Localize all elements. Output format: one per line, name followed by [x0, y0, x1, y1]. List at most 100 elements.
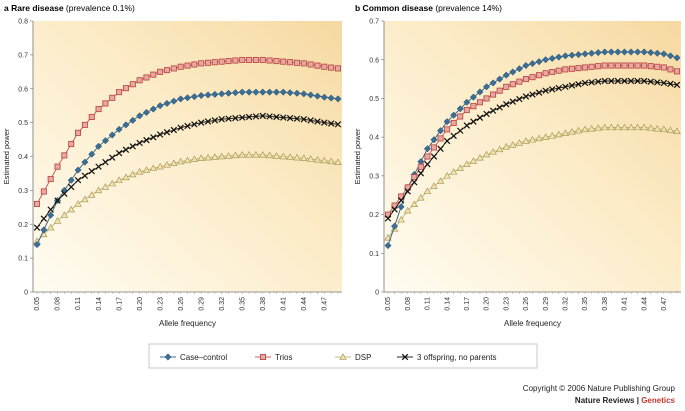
data-point [482, 83, 491, 91]
data-point [184, 122, 191, 130]
data-point [614, 123, 622, 131]
data-point [313, 92, 322, 100]
data-point [490, 91, 497, 98]
legend-label: DSP [355, 353, 371, 362]
data-point [40, 188, 47, 195]
data-point [437, 135, 444, 142]
data-point [482, 150, 491, 158]
data-point [582, 64, 589, 71]
x-tick-label: 0.23 [503, 297, 510, 311]
data-point [601, 77, 608, 85]
legend-label: Trios [275, 353, 292, 362]
data-point [314, 62, 321, 69]
data-point [660, 125, 668, 133]
panel-title: a Rare disease (prevalence 0.1%) [4, 3, 135, 13]
data-point [95, 106, 102, 113]
data-point [423, 145, 431, 153]
data-point [252, 56, 259, 63]
data-point [548, 132, 556, 139]
data-point [136, 77, 143, 84]
data-point [660, 79, 668, 87]
data-point [170, 126, 178, 134]
data-point [641, 62, 648, 69]
data-point [502, 143, 510, 150]
data-point [568, 51, 576, 59]
data-point [647, 49, 655, 57]
data-point [246, 56, 253, 63]
data-point [224, 89, 233, 97]
y-tick-label: 0.1 [18, 256, 28, 263]
data-point [640, 123, 648, 131]
data-point [183, 94, 192, 102]
data-point [562, 83, 569, 91]
data-point [430, 144, 437, 151]
data-point [88, 167, 95, 175]
data-point [47, 211, 55, 219]
data-point [156, 131, 164, 138]
data-point [470, 118, 477, 125]
data-point [410, 200, 418, 207]
x-tick-label: 0.23 [157, 297, 164, 311]
data-point [321, 63, 328, 70]
data-point [53, 217, 62, 224]
data-point [509, 98, 517, 105]
y-tick-label: 0.5 [18, 120, 28, 127]
data-point [149, 105, 157, 113]
data-point [67, 205, 75, 213]
x-axis-label: Allele frequency [504, 319, 561, 328]
data-point [614, 48, 622, 56]
data-point [443, 118, 451, 126]
data-point [542, 87, 549, 94]
data-point [633, 123, 642, 131]
data-point [266, 113, 273, 120]
data-point [74, 200, 82, 207]
data-point [157, 68, 164, 75]
data-point [423, 187, 432, 195]
data-point [122, 121, 130, 129]
data-point [81, 121, 88, 128]
data-point [33, 241, 41, 249]
data-point [334, 95, 342, 103]
y-tick-label: 0 [24, 290, 28, 297]
data-point [197, 119, 205, 126]
data-point [449, 168, 458, 175]
data-point [34, 200, 41, 207]
data-point [81, 195, 89, 203]
data-point [403, 206, 412, 214]
data-point [561, 52, 569, 60]
data-point [156, 102, 164, 110]
data-point [122, 146, 130, 153]
data-point [522, 137, 530, 144]
x-tick-label: 0.32 [563, 297, 570, 311]
data-point [109, 94, 116, 101]
data-point [444, 126, 451, 133]
data-point [503, 83, 510, 90]
data-point [218, 90, 226, 98]
data-point [443, 172, 451, 179]
data-point [211, 153, 219, 160]
data-point [542, 70, 549, 77]
data-point [88, 191, 96, 198]
data-point [594, 49, 602, 57]
copyright-line: Copyright © 2006 Nature Publishing Group [522, 384, 675, 393]
data-point [334, 121, 342, 128]
data-point [88, 113, 95, 120]
data-point [673, 127, 681, 135]
data-point [450, 132, 457, 140]
data-point [568, 128, 576, 135]
x-tick-label: 0.35 [582, 297, 589, 311]
data-point [259, 88, 267, 96]
data-point [286, 153, 294, 160]
data-point [75, 129, 82, 136]
data-point [463, 98, 471, 106]
data-point [307, 91, 315, 99]
data-point [620, 48, 629, 56]
data-point [456, 164, 464, 171]
data-point [46, 223, 55, 231]
data-point [437, 145, 444, 152]
data-point [334, 65, 341, 72]
data-point [568, 82, 576, 89]
data-point [634, 62, 641, 69]
data-point [581, 79, 589, 87]
data-point [476, 88, 484, 96]
